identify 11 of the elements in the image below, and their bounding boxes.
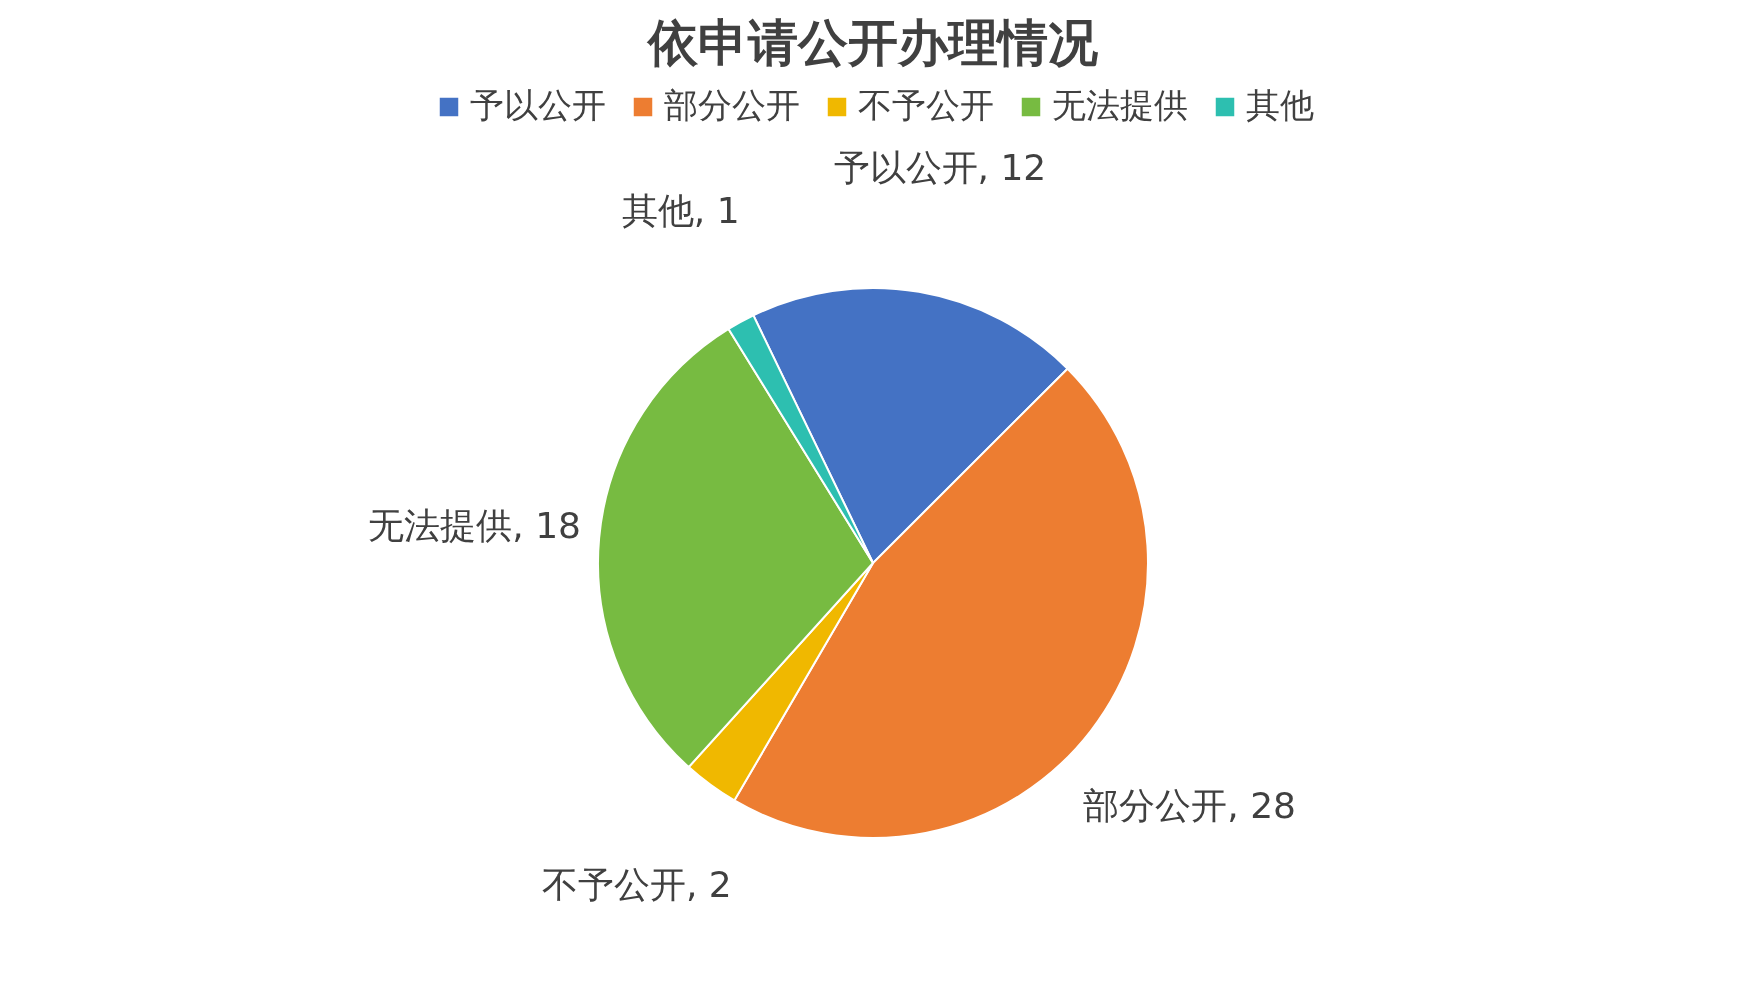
legend-label: 部分公开	[664, 85, 800, 125]
data-label: 不予公开, 2	[541, 863, 732, 905]
legend-label: 无法提供	[1052, 85, 1188, 125]
data-label: 予以公开, 12	[833, 146, 1047, 188]
data-label: 无法提供, 18	[368, 504, 581, 546]
legend-label: 予以公开	[470, 85, 606, 125]
chart-title: 依申请公开办理情况	[646, 13, 1098, 72]
legend-label: 不予公开	[858, 85, 994, 125]
data-label: 部分公开, 28	[1083, 785, 1297, 827]
legend-label: 其他	[1246, 85, 1314, 125]
data-label: 其他, 1	[621, 190, 740, 232]
